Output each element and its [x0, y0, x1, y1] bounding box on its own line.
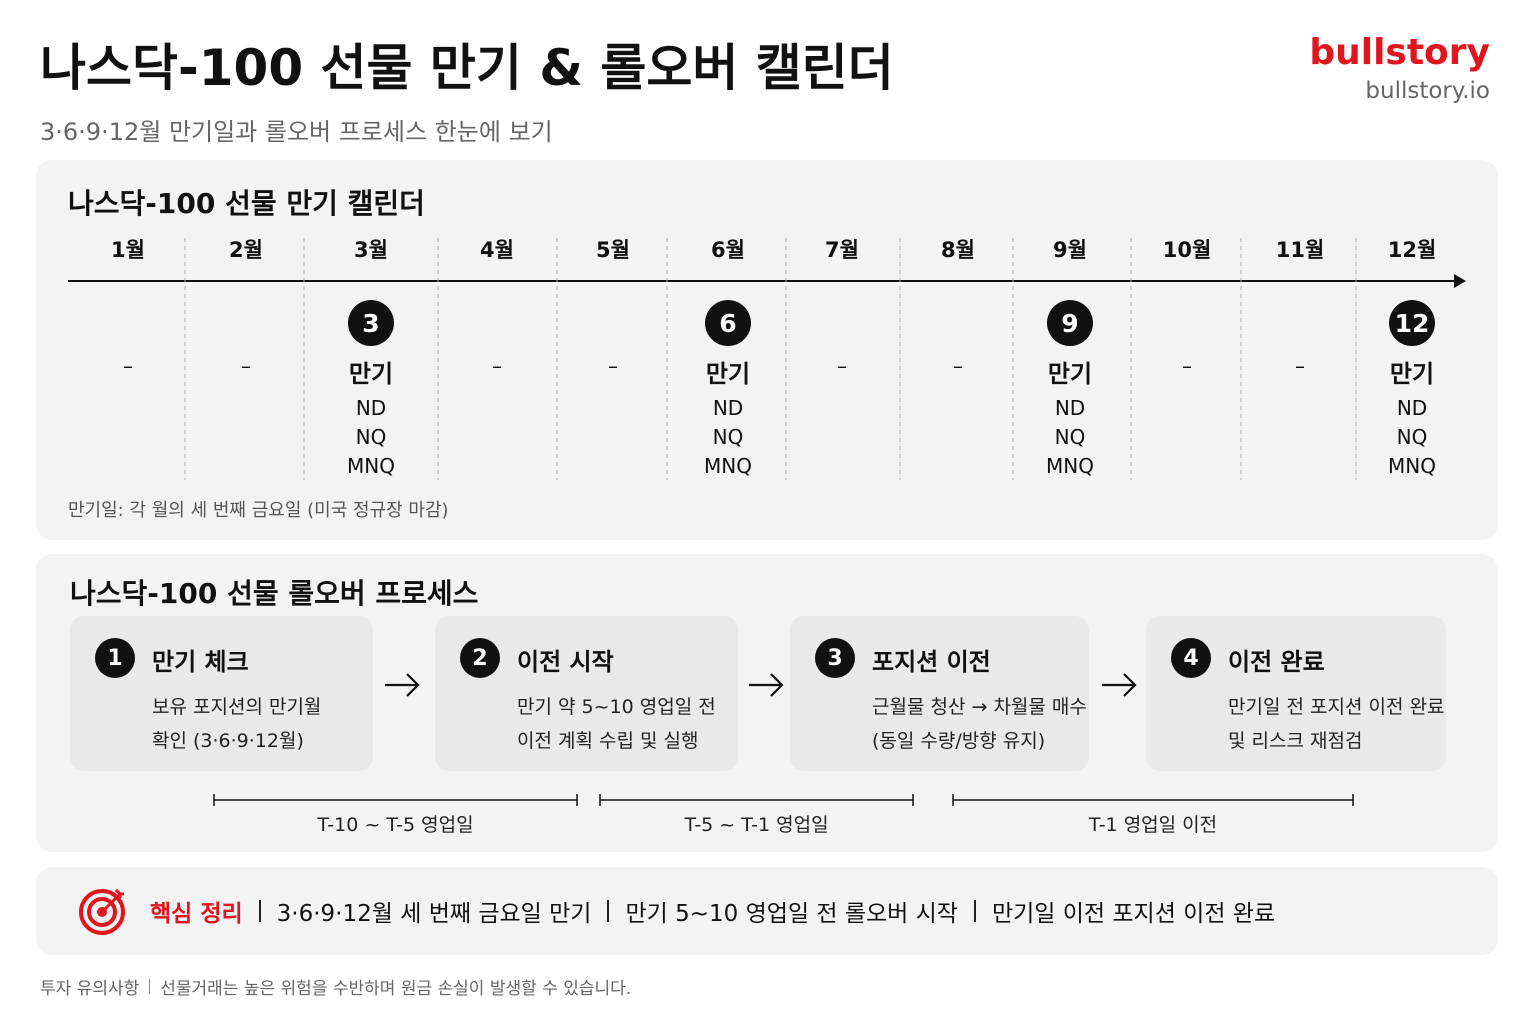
contract-code: MNQ — [1046, 454, 1094, 478]
process-graphics: T-10 ~ T-5 영업일 T-5 ~ T-1 영업일 T-1 영업일 이전 — [213, 673, 1354, 836]
contract-code: ND — [355, 396, 387, 420]
month-label: 8월 — [941, 238, 975, 262]
summary-item: 3·6·9·12월 세 번째 금요일 만기 — [276, 901, 592, 927]
no-expiry-mark: – — [1182, 354, 1192, 378]
expiry-badge: 6 — [705, 300, 751, 346]
contract-code: MNQ — [347, 454, 395, 478]
contract-code: ND — [1054, 396, 1086, 420]
subtitle: 3·6·9·12월 만기일과 롤오버 프로세스 한눈에 보기 — [40, 118, 553, 146]
step-text: 만기일 전 포지션 이전 완료 — [1228, 696, 1445, 718]
section-title: 나스닥-100 선물 만기 캘린더 — [68, 187, 425, 220]
summary-divider — [607, 900, 610, 922]
contract-code: NQ — [1396, 425, 1428, 449]
no-expiry-mark: – — [608, 354, 618, 378]
expiry-status: 만기 — [348, 360, 394, 388]
footer: 투자 유의사항 선물거래는 높은 위험을 수반하며 원금 손실이 발생할 수 있… — [40, 974, 631, 999]
brand-name: bullstory — [1309, 32, 1490, 73]
month-label: 5월 — [596, 238, 630, 262]
contract-code: MNQ — [704, 454, 752, 478]
contract-code: NQ — [355, 425, 387, 449]
step-number: 2 — [460, 638, 500, 678]
summary-label: 핵심 정리 — [150, 901, 243, 927]
no-expiry-mark: – — [837, 354, 847, 378]
no-expiry-mark: – — [1295, 354, 1305, 378]
no-expiry-mark: – — [241, 354, 251, 378]
contract-code: MNQ — [1388, 454, 1436, 478]
summary-divider — [258, 900, 261, 922]
summary-item: 만기일 이전 포지션 이전 완료 — [991, 901, 1276, 927]
step-text: 확인 (3·6·9·12월) — [152, 730, 304, 752]
no-expiry-mark: – — [123, 354, 133, 378]
range-label: T-1 영업일 이전 — [1088, 814, 1217, 836]
month-label: 2월 — [229, 238, 263, 262]
expiry-badge: 12 — [1389, 300, 1435, 346]
step-text: 근월물 청산 → 차월물 매수 — [872, 696, 1087, 718]
month-label: 7월 — [825, 238, 859, 262]
step-text: 보유 포지션의 만기월 — [152, 696, 322, 718]
month-label: 9월 — [1053, 238, 1087, 262]
timeline — [68, 238, 1466, 480]
step-text: (동일 수량/방향 유지) — [872, 730, 1046, 752]
step-title: 이전 완료 — [1228, 648, 1325, 676]
contract-code: ND — [712, 396, 744, 420]
flow-arrow — [385, 673, 420, 697]
step-title: 이전 시작 — [517, 648, 614, 676]
step-number: 4 — [1171, 638, 1211, 678]
month-label: 3월 — [354, 238, 388, 262]
expiry-status: 만기 — [1389, 360, 1435, 388]
month-label: 1월 — [111, 238, 145, 262]
no-expiry-mark: – — [953, 354, 963, 378]
calendar-card: 나스닥-100 선물 만기 캘린더 만기일: 각 월의 세 번째 금요일 (미국… — [36, 160, 1498, 540]
footer-label: 투자 유의사항 — [40, 979, 140, 999]
step-number: 1 — [95, 638, 135, 678]
footer-text: 선물거래는 높은 위험을 수반하며 원금 손실이 발생할 수 있습니다. — [160, 979, 632, 999]
flow-arrow — [1102, 673, 1137, 697]
month-label: 12월 — [1387, 238, 1437, 262]
summary-item: 만기 5~10 영업일 전 롤오버 시작 — [625, 901, 958, 927]
calendar-note: 만기일: 각 월의 세 번째 금요일 (미국 정규장 마감) — [68, 500, 449, 521]
flow-arrow — [749, 673, 784, 697]
contract-code: ND — [1396, 396, 1428, 420]
contract-code: NQ — [712, 425, 744, 449]
section-title: 나스닥-100 선물 롤오버 프로세스 — [70, 577, 479, 610]
step-title: 포지션 이전 — [872, 648, 991, 676]
timeline-arrowhead — [1454, 274, 1466, 288]
process-card: 나스닥-100 선물 롤오버 프로세스 T-10 ~ T-5 영업일 T-5 ~ … — [36, 554, 1498, 852]
expiry-badge: 9 — [1047, 300, 1093, 346]
summary-card: 핵심 정리 3·6·9·12월 세 번째 금요일 만기 만기 5~10 영업일 전… — [36, 867, 1498, 955]
expiry-badge: 3 — [348, 300, 394, 346]
month-label: 4월 — [480, 238, 514, 262]
target-icon — [79, 888, 125, 935]
summary-divider — [973, 900, 976, 922]
step-title: 만기 체크 — [152, 648, 249, 676]
contract-code: NQ — [1054, 425, 1086, 449]
expiry-status: 만기 — [1047, 360, 1093, 388]
step-number: 3 — [815, 638, 855, 678]
range-bracket — [952, 794, 1354, 806]
step-text: 이전 계획 수립 및 실행 — [517, 730, 699, 752]
footer-divider — [149, 979, 151, 994]
summary-row: 핵심 정리 3·6·9·12월 세 번째 금요일 만기 만기 5~10 영업일 전… — [150, 894, 1275, 928]
separators — [184, 238, 1357, 480]
brand-url: bullstory.io — [1365, 78, 1490, 104]
month-label: 6월 — [711, 238, 745, 262]
range-label: T-10 ~ T-5 영업일 — [316, 814, 473, 836]
range-label: T-5 ~ T-1 영업일 — [683, 814, 828, 836]
page-title: 나스닥-100 선물 만기 & 롤오버 캘린더 — [40, 39, 894, 97]
month-label: 10월 — [1162, 238, 1212, 262]
step-text: 만기 약 5~10 영업일 전 — [517, 696, 716, 718]
no-expiry-mark: – — [492, 354, 502, 378]
expiry-status: 만기 — [705, 360, 751, 388]
month-label: 11월 — [1275, 238, 1325, 262]
range-bracket — [599, 794, 914, 806]
range-bracket — [213, 794, 578, 806]
step-text: 및 리스크 재점검 — [1228, 730, 1363, 752]
